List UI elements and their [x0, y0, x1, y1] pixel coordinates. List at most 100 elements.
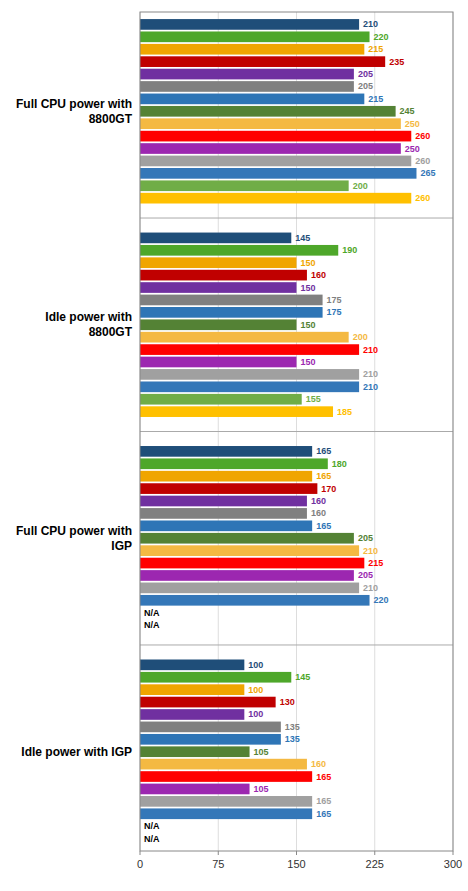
category-label: Full CPU power with8800GT: [16, 97, 133, 126]
value-label: 205: [358, 69, 373, 79]
bar: [140, 570, 354, 581]
bar: [140, 156, 411, 167]
value-label: 165: [316, 809, 331, 819]
value-label: 170: [321, 484, 336, 494]
value-label: 145: [295, 233, 310, 243]
value-label: 165: [316, 796, 331, 806]
bar: [140, 508, 307, 519]
value-label: 175: [327, 307, 342, 317]
value-label: 210: [363, 382, 378, 392]
bar: [140, 595, 370, 606]
value-label: 190: [342, 245, 357, 255]
bar: [140, 44, 364, 55]
tick-mark: [140, 851, 141, 855]
tick-label: 300: [444, 858, 462, 870]
value-label: 235: [389, 57, 404, 67]
bar: [140, 659, 244, 670]
value-label: 200: [353, 181, 368, 191]
tick-label: 75: [212, 858, 224, 870]
bar: [140, 344, 359, 355]
value-label: 165: [316, 446, 331, 456]
bar: [140, 394, 302, 405]
bar: [140, 520, 312, 531]
tick-mark: [296, 851, 297, 855]
value-label: 220: [374, 595, 389, 605]
value-label: 165: [316, 471, 331, 481]
bar: [140, 369, 359, 380]
value-label: 165: [316, 772, 331, 782]
value-label: 245: [400, 106, 415, 116]
bar: [140, 31, 370, 42]
value-label: 155: [306, 394, 321, 404]
value-label: 220: [374, 32, 389, 42]
value-label: 215: [368, 44, 383, 54]
value-label: 260: [415, 156, 430, 166]
bar: [140, 81, 354, 92]
value-label: 100: [248, 709, 263, 719]
value-label: 135: [285, 734, 300, 744]
bar: [140, 69, 354, 80]
value-label: 215: [368, 94, 383, 104]
bar: [140, 332, 349, 343]
category-label: Idle power with IGP: [21, 745, 132, 759]
value-label: 205: [358, 533, 373, 543]
bar: [140, 270, 307, 281]
bar: [140, 168, 416, 179]
value-label: 105: [254, 784, 269, 794]
value-label: 205: [358, 81, 373, 91]
value-label: 210: [363, 583, 378, 593]
value-label: 105: [254, 747, 269, 757]
bar: [140, 784, 250, 795]
bar: [140, 193, 411, 204]
bar: [140, 709, 244, 720]
bars: [140, 19, 416, 819]
tick-mark: [453, 851, 454, 855]
value-label: 100: [248, 685, 263, 695]
tick-label: 225: [366, 858, 384, 870]
tick-mark: [374, 851, 375, 855]
bar: [140, 471, 312, 482]
value-label: 135: [285, 722, 300, 732]
na-label: N/A: [144, 834, 160, 844]
chart: 2102202152352052052152452502602502602652…: [0, 0, 468, 891]
value-label: 210: [363, 546, 378, 556]
group-separator: [140, 644, 453, 645]
tick-label: 0: [137, 858, 143, 870]
bar: [140, 771, 312, 782]
value-label: 160: [311, 759, 326, 769]
value-label: 205: [358, 570, 373, 580]
group-separator: [140, 431, 453, 432]
bar: [140, 357, 297, 368]
value-label: 250: [405, 144, 420, 154]
value-label: 200: [353, 332, 368, 342]
value-label: 130: [280, 697, 295, 707]
value-label: 150: [301, 283, 316, 293]
bar: [140, 257, 297, 268]
value-label: 210: [363, 369, 378, 379]
bar: [140, 684, 244, 695]
bar: [140, 759, 307, 770]
bar: [140, 406, 333, 417]
bar: [140, 381, 359, 392]
tick-label: 150: [287, 858, 305, 870]
bar: [140, 558, 364, 569]
na-label: N/A: [144, 608, 160, 618]
value-label: 150: [301, 357, 316, 367]
value-label: 175: [327, 295, 342, 305]
bar: [140, 446, 312, 457]
na-label: N/A: [144, 821, 160, 831]
bar: [140, 307, 323, 318]
bar: [140, 722, 281, 733]
value-label: 180: [332, 459, 347, 469]
bar: [140, 295, 323, 306]
value-label: 260: [415, 131, 430, 141]
bar: [140, 180, 349, 191]
na-label: N/A: [144, 620, 160, 630]
bar: [140, 106, 396, 117]
bar: [140, 808, 312, 819]
value-label: 160: [311, 496, 326, 506]
bar: [140, 496, 307, 507]
value-label: 145: [295, 672, 310, 682]
tick-mark: [218, 851, 219, 855]
bar: [140, 233, 291, 244]
